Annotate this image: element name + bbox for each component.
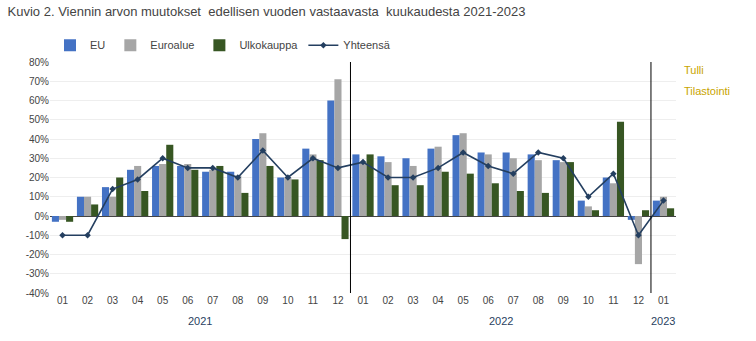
svg-text:05: 05 (157, 295, 169, 306)
svg-text:Tulli: Tulli (684, 64, 704, 76)
svg-text:04: 04 (433, 295, 445, 306)
svg-text:2022: 2022 (489, 315, 513, 327)
svg-text:01: 01 (357, 295, 369, 306)
svg-text:06: 06 (182, 295, 194, 306)
svg-text:70%: 70% (29, 76, 49, 87)
svg-text:10%: 10% (29, 191, 49, 202)
svg-text:Yhteensä: Yhteensä (343, 39, 390, 51)
svg-text:01: 01 (658, 295, 670, 306)
svg-text:20%: 20% (29, 172, 49, 183)
svg-text:08: 08 (232, 295, 244, 306)
svg-text:09: 09 (558, 295, 570, 306)
svg-text:09: 09 (257, 295, 269, 306)
svg-text:Tilastointi: Tilastointi (684, 85, 730, 97)
svg-text:02: 02 (82, 295, 94, 306)
svg-text:2023: 2023 (651, 315, 675, 327)
svg-text:06: 06 (483, 295, 495, 306)
svg-text:-40%: -40% (26, 288, 49, 299)
svg-text:07: 07 (508, 295, 520, 306)
svg-text:Euroalue: Euroalue (150, 39, 194, 51)
svg-text:-30%: -30% (26, 268, 49, 279)
svg-text:05: 05 (458, 295, 470, 306)
svg-text:11: 11 (308, 295, 319, 306)
svg-text:Kuvio 2. Viennin arvon muutoks: Kuvio 2. Viennin arvon muutokset edellis… (8, 4, 526, 19)
svg-text:-10%: -10% (26, 230, 49, 241)
svg-text:50%: 50% (29, 114, 49, 125)
svg-text:02: 02 (382, 295, 394, 306)
svg-text:10: 10 (282, 295, 294, 306)
svg-text:80%: 80% (29, 57, 49, 68)
svg-text:2021: 2021 (188, 315, 212, 327)
svg-text:10: 10 (583, 295, 595, 306)
svg-text:40%: 40% (29, 134, 49, 145)
svg-text:11: 11 (608, 295, 619, 306)
svg-text:0%: 0% (35, 211, 50, 222)
svg-text:04: 04 (132, 295, 144, 306)
svg-text:12: 12 (332, 295, 344, 306)
svg-text:01: 01 (57, 295, 69, 306)
svg-text:07: 07 (207, 295, 219, 306)
svg-text:03: 03 (107, 295, 119, 306)
svg-text:08: 08 (533, 295, 545, 306)
svg-text:12: 12 (633, 295, 645, 306)
svg-text:Ulkokauppa: Ulkokauppa (239, 39, 298, 51)
svg-text:EU: EU (90, 39, 105, 51)
svg-text:30%: 30% (29, 153, 49, 164)
svg-text:03: 03 (408, 295, 420, 306)
svg-text:-20%: -20% (26, 249, 49, 260)
svg-text:60%: 60% (29, 95, 49, 106)
